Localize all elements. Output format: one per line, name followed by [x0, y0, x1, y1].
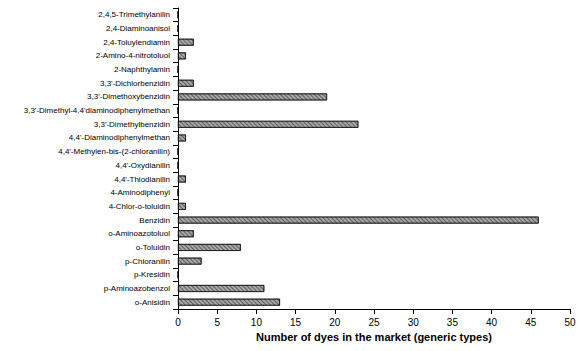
- svg-text:Number of dyes in the market (: Number of dyes in the market (generic ty…: [256, 331, 492, 343]
- svg-text:3,3'-Dichlorbenzidin: 3,3'-Dichlorbenzidin: [100, 79, 170, 88]
- svg-text:20: 20: [329, 317, 341, 328]
- svg-text:25: 25: [368, 317, 380, 328]
- svg-text:2-Naphthylamin: 2-Naphthylamin: [114, 65, 170, 74]
- svg-text:2-Amino-4-nitrotoluol: 2-Amino-4-nitrotoluol: [96, 51, 170, 60]
- svg-text:15: 15: [290, 317, 302, 328]
- svg-text:45: 45: [525, 317, 537, 328]
- svg-text:3,3'-Dimethylbenzidin: 3,3'-Dimethylbenzidin: [94, 120, 170, 129]
- svg-text:2,4-Diaminoanisol: 2,4-Diaminoanisol: [106, 24, 170, 33]
- svg-text:o-Anisidin: o-Anisidin: [135, 298, 170, 307]
- svg-text:35: 35: [447, 317, 459, 328]
- svg-text:p-Aminoazobenzol: p-Aminoazobenzol: [104, 284, 170, 293]
- svg-text:4,4'-Diaminodiphenylmethan: 4,4'-Diaminodiphenylmethan: [69, 133, 170, 142]
- svg-text:30: 30: [408, 317, 420, 328]
- svg-text:Benzidin: Benzidin: [139, 216, 170, 225]
- svg-text:4-Aminodiphenyl: 4-Aminodiphenyl: [110, 188, 170, 197]
- svg-text:4,4'-Oxydianilin: 4,4'-Oxydianilin: [116, 161, 170, 170]
- svg-text:5: 5: [214, 317, 220, 328]
- svg-text:10: 10: [251, 317, 263, 328]
- svg-text:o-Toluidin: o-Toluidin: [136, 243, 170, 252]
- svg-text:2,4-Toluylendiamin: 2,4-Toluylendiamin: [103, 38, 170, 47]
- svg-text:2,4,5-Trimethylanilin: 2,4,5-Trimethylanilin: [98, 10, 170, 19]
- svg-text:o-Aminoazotoluol: o-Aminoazotoluol: [108, 229, 170, 238]
- svg-text:4-Chlor-o-toluidin: 4-Chlor-o-toluidin: [109, 202, 170, 211]
- svg-text:3,3'-Dimethoxybenzidin: 3,3'-Dimethoxybenzidin: [87, 92, 170, 101]
- svg-text:4,4'-Thiodianilin: 4,4'-Thiodianilin: [114, 175, 170, 184]
- svg-text:3,3'-Dimethyl-4,4'diaminodiphe: 3,3'-Dimethyl-4,4'diaminodiphenylmethan: [24, 106, 170, 115]
- svg-text:4,4'-Methylen-bis-(2-chloranil: 4,4'-Methylen-bis-(2-chloranilin): [58, 147, 170, 156]
- svg-text:p-Kresidin: p-Kresidin: [134, 270, 170, 279]
- svg-text:0: 0: [175, 317, 181, 328]
- svg-text:50: 50: [564, 317, 576, 328]
- svg-text:40: 40: [486, 317, 498, 328]
- svg-text:p-Chloranilin: p-Chloranilin: [125, 257, 170, 266]
